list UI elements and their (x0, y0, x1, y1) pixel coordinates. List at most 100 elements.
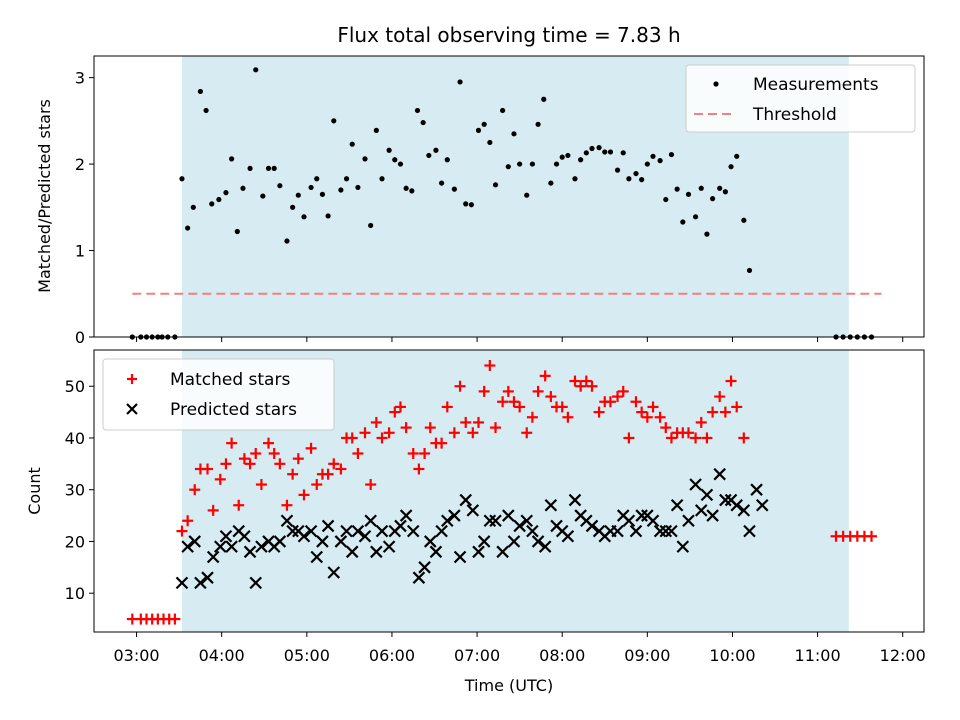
matched-star-point (647, 401, 659, 413)
matched-star-point (472, 416, 484, 428)
predicted-star-point (755, 498, 769, 512)
matched-star-point (508, 396, 520, 408)
matched-star-point (532, 385, 544, 397)
matched-star-point (400, 422, 412, 434)
predicted-star-point (646, 514, 660, 528)
measurement-point (368, 222, 374, 229)
ratio-x-ticks (136, 337, 904, 342)
predicted-star-point (700, 488, 714, 502)
measurement-point (614, 167, 621, 173)
measurement-point (444, 157, 450, 163)
predicted-star-point (502, 509, 515, 522)
matched-star-point (335, 463, 347, 475)
measurement-point (709, 196, 716, 202)
ratio-y-tick-label: 0 (75, 328, 85, 347)
measurement-point (457, 79, 463, 85)
matched-star-point (370, 416, 382, 428)
count-y-ticks: 10 20 30 40 50 (65, 377, 94, 603)
predicted-star-point (737, 504, 751, 517)
predicted-star-point (201, 571, 214, 584)
measurement-point (265, 165, 272, 171)
ratio-legend-box (685, 64, 916, 133)
measurement-point (190, 204, 196, 210)
measurement-point (409, 188, 415, 194)
matched-star-point (250, 447, 262, 459)
count-panel: 10 20 30 40 50 03:00 04:00 05:00 06:00 07:00 08:0… (25, 349, 926, 695)
measurement-point (301, 214, 307, 220)
measurement-point (602, 149, 608, 155)
matched-star-point (682, 427, 694, 439)
predicted-star-point (399, 509, 413, 522)
measurement-point (420, 119, 426, 126)
matched-star-point (731, 401, 743, 413)
predicted-star-point (213, 540, 227, 553)
predicted-star-point (316, 535, 329, 548)
measurement-point (331, 118, 337, 124)
matched-star-point (169, 613, 181, 625)
measurement-point (650, 153, 656, 159)
measurement-point (583, 150, 589, 156)
matched-star-point (298, 489, 310, 501)
matched-star-point (654, 411, 666, 423)
predicted-star-point (544, 498, 558, 512)
measurement-point (284, 238, 290, 244)
measurement-point (680, 219, 686, 225)
measurement-point (468, 202, 475, 208)
predicted-star-point (689, 478, 702, 491)
measurement-point (500, 107, 506, 114)
count-legend-box (102, 358, 335, 431)
matched-star-point (220, 458, 232, 470)
matched-star-point (407, 447, 419, 459)
measurement-point (639, 177, 645, 183)
x-tick-label: 09:00 (624, 646, 670, 665)
predicted-star-point (429, 545, 443, 559)
predicted-star-point (219, 529, 233, 543)
measurement-point (247, 165, 253, 171)
matched-star-point (569, 375, 581, 387)
ratio-legend: Measurements Threshold (685, 64, 916, 133)
matched-star-point (454, 380, 466, 392)
matched-star-point (617, 385, 629, 397)
measurement-point (572, 176, 578, 182)
predicted-star-point (472, 545, 485, 559)
measurement-point (704, 231, 710, 237)
matched-star-point (419, 447, 431, 459)
matched-star-point (575, 380, 587, 392)
measurement-point (717, 185, 723, 191)
predicted-star-point (382, 540, 396, 553)
predicted-star-point (448, 509, 461, 522)
measurement-point (185, 225, 191, 231)
measurement-point (548, 180, 554, 186)
matched-star-point (413, 463, 425, 475)
matched-star-point (436, 437, 448, 449)
predicted-star-point (375, 524, 389, 538)
matched-star-point (580, 375, 592, 387)
ratio-y-axis-label: Matched/Predicted stars (35, 99, 54, 293)
predicted-star-point (489, 514, 502, 528)
x-tick-label: 12:00 (880, 646, 926, 665)
matched-star-point (497, 396, 509, 408)
x-tick-label: 03:00 (114, 646, 160, 665)
predicted-star-point (483, 514, 497, 528)
matched-star-point (514, 401, 526, 413)
matched-star-point (725, 375, 737, 387)
measurement-point (722, 189, 728, 195)
measurement-point (355, 184, 361, 191)
matched-star-point (376, 432, 388, 444)
matched-star-point (359, 427, 371, 439)
measurement-point (524, 192, 530, 198)
count-y-tick-label: 20 (65, 532, 85, 551)
measurement-point (216, 196, 222, 203)
measurement-point (433, 147, 439, 153)
matched-star-point (521, 427, 533, 439)
matched-star-point (695, 416, 707, 428)
predicted-star-point (345, 545, 359, 559)
legend-threshold-label: Threshold (752, 105, 837, 125)
predicted-star-point (459, 493, 473, 507)
measurement-point (741, 217, 747, 223)
matched-star-point (467, 427, 479, 439)
matched-star-point (214, 473, 226, 485)
matched-star-point (226, 437, 238, 449)
chart-title: Flux total observing time = 7.83 h (337, 23, 680, 47)
matched-star-point (233, 499, 245, 511)
